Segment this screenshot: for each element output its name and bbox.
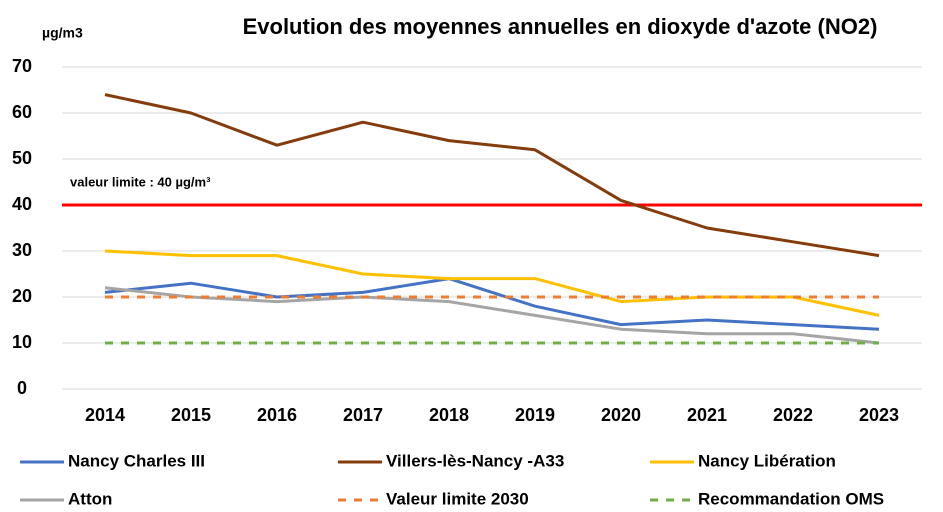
x-tick-label: 2015	[171, 405, 211, 425]
x-tick-label: 2017	[343, 405, 383, 425]
legend-label: Villers-lès-Nancy -A33	[386, 451, 564, 470]
legend-label: Recommandation OMS	[698, 489, 884, 508]
legend-label: Nancy Charles III	[68, 451, 205, 470]
series-line	[104, 277, 880, 331]
x-tick-label: 2019	[515, 405, 555, 425]
x-tick-label: 2014	[85, 405, 125, 425]
legend-label: Atton	[68, 489, 112, 508]
series-line	[104, 286, 880, 345]
series-line	[104, 93, 880, 258]
x-tick-label: 2022	[773, 405, 813, 425]
y-tick-label: 30	[12, 240, 32, 260]
x-tick-label: 2023	[859, 405, 899, 425]
legend-label: Valeur limite 2030	[386, 489, 529, 508]
x-tick-label: 2016	[257, 405, 297, 425]
y-unit: µg/m3	[42, 25, 83, 41]
y-tick-label: 70	[12, 56, 32, 76]
legend-label: Nancy Libération	[698, 451, 836, 470]
y-tick-label: 10	[12, 332, 32, 352]
chart-title: Evolution des moyennes annuelles en diox…	[243, 14, 878, 39]
y-tick-label: 50	[12, 148, 32, 168]
y-tick-label: 0	[17, 378, 27, 398]
reference-label: valeur limite : 40 µg/m³	[70, 174, 211, 189]
x-tick-label: 2021	[687, 405, 727, 425]
x-tick-label: 2018	[429, 405, 469, 425]
x-tick-label: 2020	[601, 405, 641, 425]
y-tick-label: 60	[12, 102, 32, 122]
series-line	[104, 249, 880, 317]
y-tick-label: 40	[12, 194, 32, 214]
y-tick-label: 20	[12, 286, 32, 306]
